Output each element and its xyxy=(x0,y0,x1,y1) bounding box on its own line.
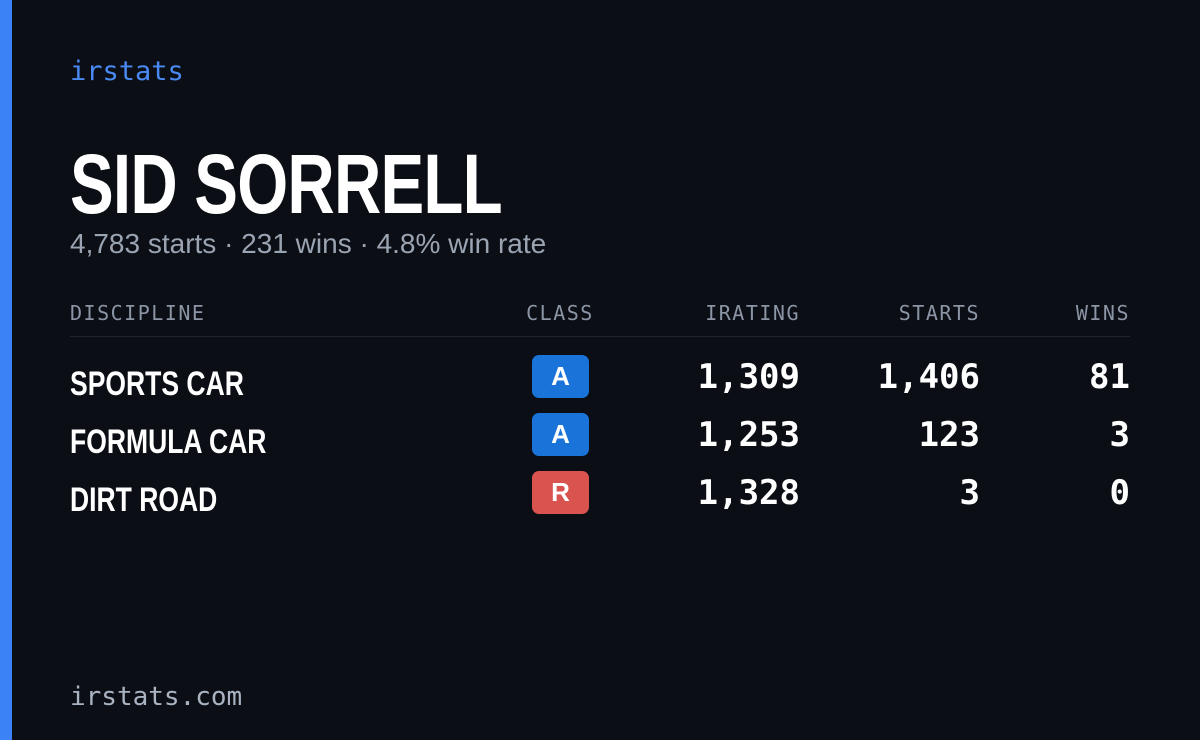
discipline: FORMULA CAR xyxy=(70,423,267,461)
column-header: CLASS xyxy=(526,301,594,325)
class-badge: R xyxy=(532,471,589,514)
irating: 1,253 xyxy=(697,415,800,455)
column-header: WINS xyxy=(1075,301,1130,325)
irating: 1,328 xyxy=(697,473,800,513)
brand: irstats xyxy=(70,56,184,87)
wins: 0 xyxy=(1109,473,1130,513)
column-header: STARTS xyxy=(898,301,980,325)
accent-stripe xyxy=(0,0,12,740)
class-badge: A xyxy=(532,413,589,456)
starts: 1,406 xyxy=(877,357,980,397)
starts: 3 xyxy=(959,473,980,513)
class-badge: A xyxy=(532,355,589,398)
summary: 4,783 starts · 231 wins · 4.8% win rate xyxy=(70,228,547,259)
footer-url: irstats.com xyxy=(70,682,243,712)
discipline: DIRT ROAD xyxy=(70,481,218,519)
starts: 123 xyxy=(918,415,980,455)
wins: 81 xyxy=(1089,357,1130,397)
header-rule xyxy=(70,336,1130,337)
column-header: DISCIPLINE xyxy=(70,301,206,325)
wins: 3 xyxy=(1109,415,1130,455)
driver-name: SID SORRELL xyxy=(70,137,503,231)
column-header: IRATING xyxy=(705,301,800,325)
irating: 1,309 xyxy=(697,357,800,397)
discipline: SPORTS CAR xyxy=(70,365,244,403)
